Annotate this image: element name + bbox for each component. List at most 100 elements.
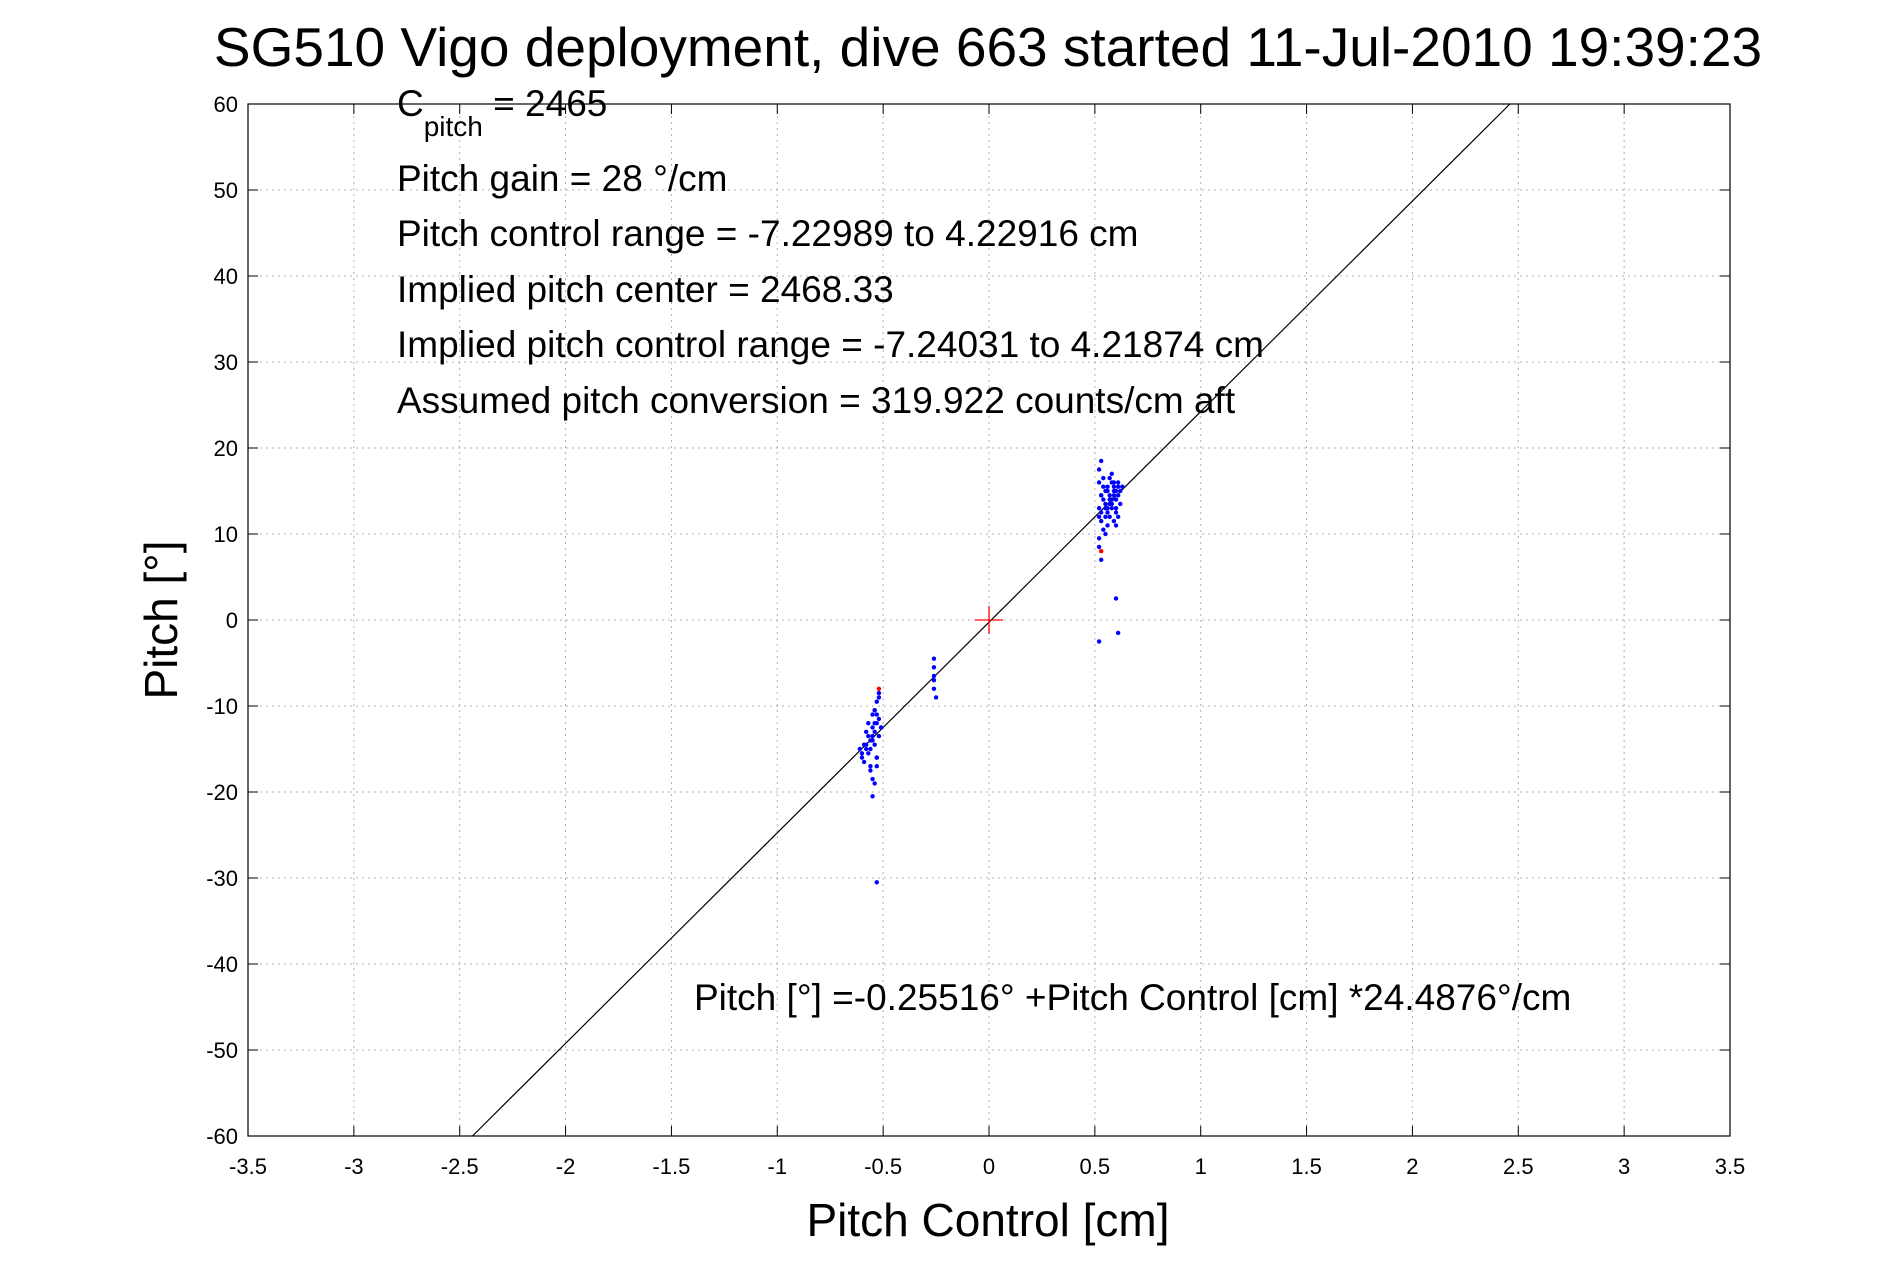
data-point	[870, 733, 875, 739]
data-point	[1111, 518, 1117, 524]
x-tick-label: 3.5	[1715, 1154, 1746, 1179]
data-point	[931, 673, 937, 679]
x-tick-label: -3	[344, 1154, 364, 1179]
data-point	[870, 725, 875, 730]
annotation-pitch-gain: Pitch gain = 28 °/cm	[397, 158, 728, 199]
data-point	[876, 690, 882, 696]
y-tick-label: -10	[206, 694, 238, 719]
data-point	[1101, 497, 1106, 502]
data-point	[1118, 501, 1123, 507]
y-tick-label: -50	[206, 1038, 238, 1063]
data-point	[1103, 514, 1108, 519]
data-point	[1109, 471, 1114, 476]
data-point	[1115, 493, 1121, 498]
data-point	[1099, 493, 1104, 498]
y-tick-label: -30	[206, 866, 238, 891]
annotation-block: Cpitch = 2465 Pitch gain = 28 °/cm Pitch…	[397, 83, 1264, 421]
data-point	[1107, 497, 1112, 502]
data-point	[870, 776, 875, 782]
annotation-c-pitch: Cpitch = 2465	[397, 83, 607, 142]
data-point	[931, 665, 937, 670]
data-point	[1099, 510, 1104, 515]
grid-lines	[248, 104, 1730, 1136]
data-point	[1101, 484, 1106, 489]
data-point	[1107, 514, 1112, 519]
x-tick-label: -0.5	[864, 1154, 902, 1179]
y-tick-label: 30	[214, 350, 238, 375]
data-point	[1096, 536, 1102, 541]
x-tick-label: -2	[556, 1154, 576, 1179]
data-point	[874, 699, 879, 704]
data-point	[876, 716, 882, 722]
data-point	[874, 755, 879, 760]
annotation-implied-pitch-control-range: Implied pitch control range = -7.24031 t…	[397, 324, 1264, 365]
data-point	[1109, 506, 1114, 511]
x-tick-label: 0.5	[1080, 1154, 1111, 1179]
data-point	[872, 729, 877, 734]
y-tick-label: -60	[206, 1124, 238, 1149]
data-points	[857, 458, 1125, 885]
data-point	[870, 712, 875, 717]
y-tick-label: 50	[214, 178, 238, 203]
data-point	[866, 733, 871, 739]
data-point	[868, 746, 873, 752]
data-point	[1107, 475, 1112, 481]
data-point	[1103, 488, 1108, 494]
data-point	[1109, 480, 1114, 485]
data-point	[864, 729, 869, 734]
data-point	[1101, 527, 1106, 532]
y-axis-label: Pitch [°]	[135, 540, 187, 699]
data-point	[872, 781, 877, 786]
data-point	[1096, 467, 1102, 472]
data-point	[1105, 510, 1110, 515]
data-point	[933, 695, 939, 700]
data-point	[1101, 475, 1106, 481]
data-point	[1113, 523, 1119, 528]
x-tick-label: 3	[1618, 1154, 1630, 1179]
data-point	[876, 695, 882, 700]
y-tick-labels: -60 -50 -40 -30 -20 -10 0 10 20 30 40 50 60	[206, 92, 238, 1149]
data-point	[876, 733, 882, 739]
x-tick-label: 1.5	[1291, 1154, 1322, 1179]
data-point	[861, 759, 867, 765]
data-point	[931, 656, 937, 661]
axis-ticks	[247, 103, 1731, 1137]
data-point	[1099, 549, 1104, 554]
data-point	[872, 742, 877, 747]
y-tick-label: 10	[214, 522, 238, 547]
data-point	[866, 751, 871, 756]
x-tick-labels: -3.5 -3 -2.5 -2 -1.5 -1 -0.5 0 0.5 1 1.5 2 2.5 3 3.5	[229, 1154, 1745, 1179]
data-point	[1105, 484, 1110, 489]
x-tick-label: -2.5	[441, 1154, 479, 1179]
y-tick-label: 40	[214, 264, 238, 289]
fit-equation: Pitch [°] =-0.25516° +Pitch Control [cm]…	[694, 977, 1571, 1018]
data-point	[1120, 484, 1125, 489]
y-tick-label: 0	[226, 608, 238, 633]
data-point	[1111, 493, 1117, 498]
data-point	[1109, 501, 1114, 507]
data-point	[931, 678, 937, 683]
data-point	[1096, 639, 1102, 644]
data-point	[864, 742, 869, 747]
data-point	[1113, 510, 1119, 515]
annotation-c-main: C	[397, 83, 424, 124]
data-point	[878, 725, 884, 730]
annotation-c-value: = 2465	[483, 83, 607, 124]
x-tick-label: 2	[1406, 1154, 1418, 1179]
x-tick-label: -1	[768, 1154, 788, 1179]
data-point	[1115, 630, 1121, 636]
data-point	[1118, 488, 1123, 494]
data-point	[1103, 531, 1108, 537]
x-tick-label: 1	[1195, 1154, 1207, 1179]
data-point	[1115, 484, 1121, 489]
data-point	[1096, 514, 1102, 519]
data-point	[868, 768, 873, 773]
data-point	[876, 686, 882, 691]
data-point	[872, 721, 877, 726]
data-point	[1113, 497, 1119, 502]
data-point	[1099, 518, 1104, 524]
data-point	[872, 708, 877, 713]
y-tick-label: 20	[214, 436, 238, 461]
data-point	[1111, 484, 1117, 489]
